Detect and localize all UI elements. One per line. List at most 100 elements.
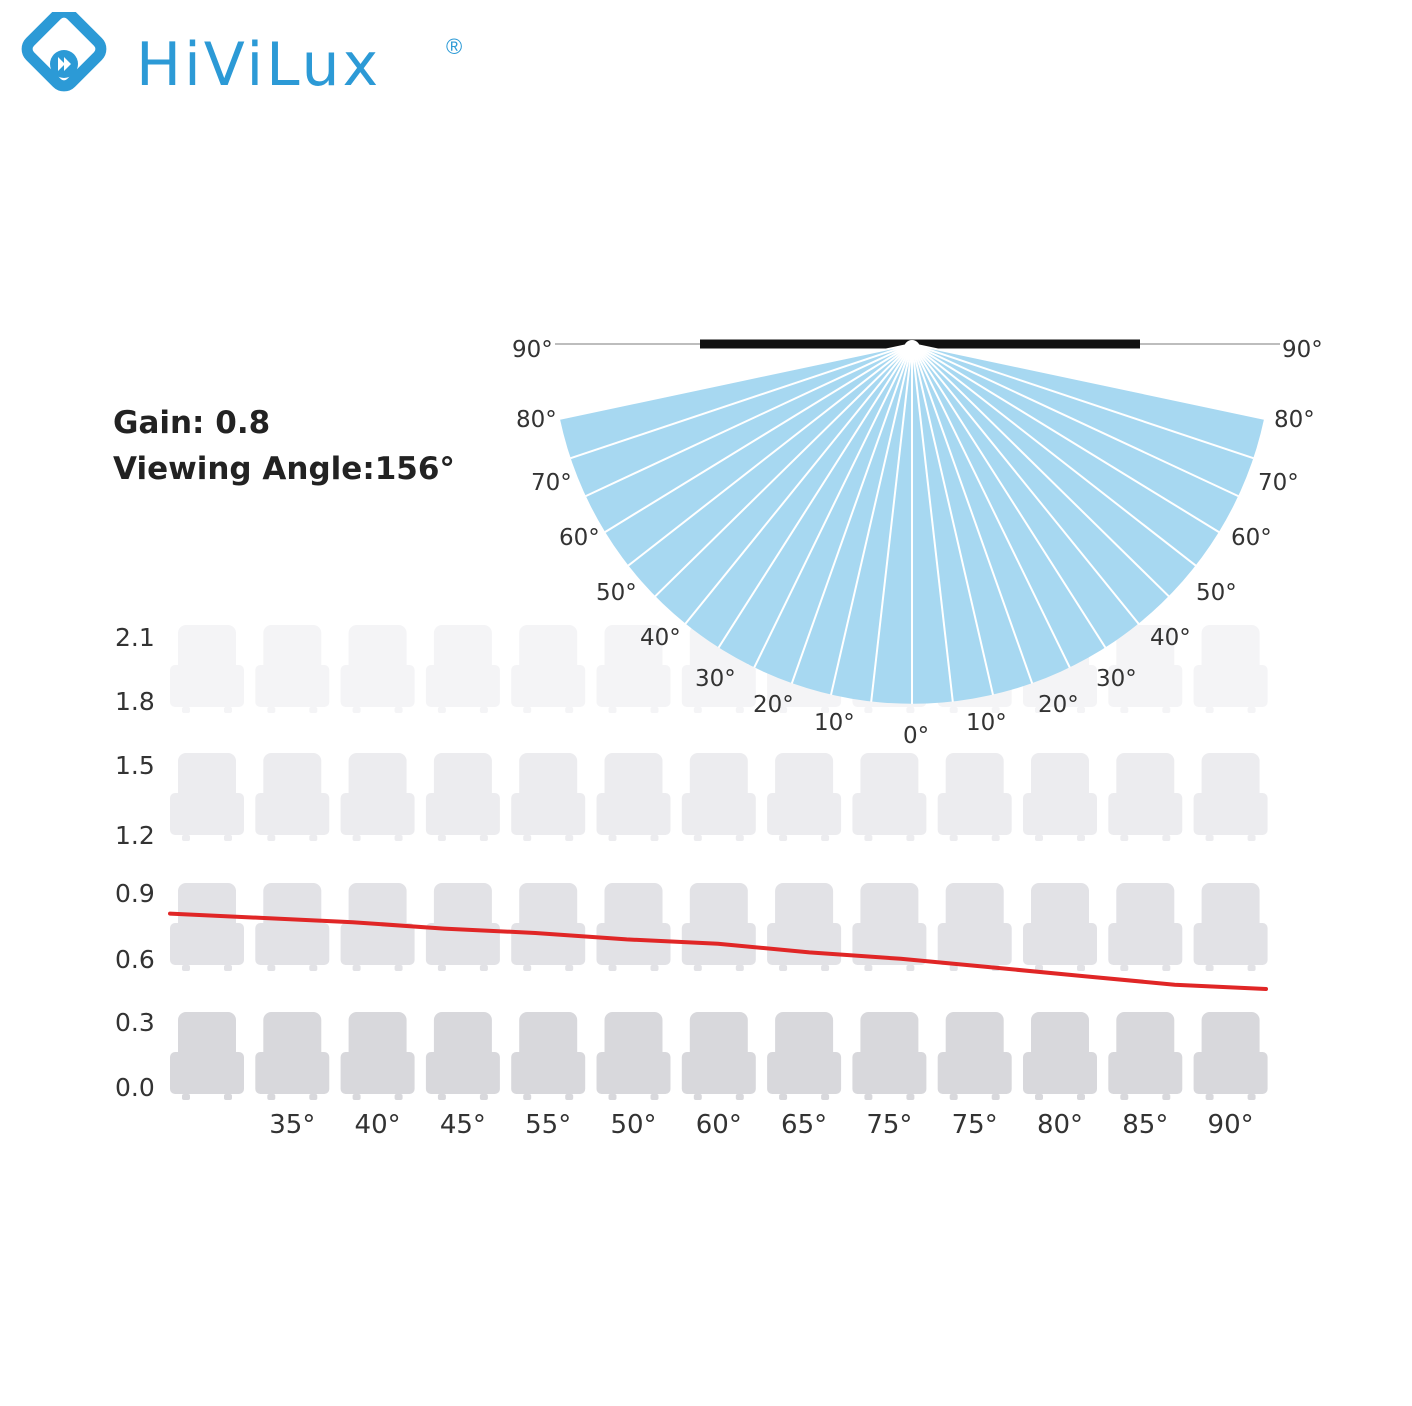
y-tick-label: 0.9 bbox=[115, 879, 155, 908]
seat-icon bbox=[767, 1012, 842, 1100]
fan-ray bbox=[654, 343, 913, 598]
fan-ray bbox=[830, 343, 913, 696]
seat-icon bbox=[340, 625, 415, 713]
seat-icon bbox=[255, 883, 330, 971]
x-tick-label: 45° bbox=[440, 1110, 486, 1140]
seat-icon bbox=[511, 625, 586, 713]
seat-icon bbox=[1108, 753, 1183, 841]
seat-icon bbox=[937, 1012, 1012, 1100]
seat-icon bbox=[170, 883, 244, 971]
seat-icon bbox=[681, 883, 756, 971]
fan-angle-label: 70° bbox=[1258, 470, 1299, 496]
y-tick-label: 1.8 bbox=[115, 687, 155, 716]
fan-angle-label: 40° bbox=[1150, 625, 1191, 651]
fan-ray bbox=[911, 343, 994, 696]
seat-icon bbox=[170, 1012, 244, 1100]
seat-icon bbox=[596, 1012, 671, 1100]
seat-icon bbox=[596, 883, 671, 971]
fan-ray bbox=[753, 343, 913, 669]
x-tick-label: 85° bbox=[1122, 1110, 1168, 1140]
y-tick-label: 1.5 bbox=[115, 751, 155, 780]
x-axis-ticks: 35° 40° 45° 55° 50° 60° 65° 75° 75° 80° 85° 90° bbox=[269, 1110, 1253, 1140]
fan-ray bbox=[911, 343, 1140, 625]
seat-icon bbox=[255, 1012, 330, 1100]
fan-angle-label: 10° bbox=[966, 710, 1007, 736]
seat-icon bbox=[596, 625, 671, 713]
viewing-angle-label: Viewing Angle:156° bbox=[113, 451, 455, 487]
fan-ray bbox=[911, 343, 1170, 598]
viewing-fan: 90°80°70°60°50°40°30°20°10°90°80°70°60°5… bbox=[512, 337, 1323, 749]
seat-icon bbox=[937, 883, 1012, 971]
fan-ray bbox=[870, 343, 913, 702]
fan-angle-label: 60° bbox=[559, 525, 600, 551]
fan-ray bbox=[585, 343, 913, 498]
fan-angle-label: 90° bbox=[1282, 337, 1323, 363]
seat-icon bbox=[1193, 883, 1268, 971]
seat-icon bbox=[681, 753, 756, 841]
seat-icon bbox=[852, 1012, 927, 1100]
seat-grid bbox=[170, 625, 1268, 1100]
spec-block: Gain: 0.8 Viewing Angle:156° bbox=[113, 400, 455, 492]
fan-ray bbox=[911, 343, 1197, 567]
fan-ray bbox=[911, 343, 1254, 460]
y-tick-label: 1.2 bbox=[115, 821, 155, 850]
y-axis-ticks: 2.1 1.8 1.5 1.2 0.9 0.6 0.3 0.0 bbox=[115, 623, 155, 1102]
x-tick-label: 80° bbox=[1037, 1110, 1083, 1140]
seat-icon bbox=[852, 753, 927, 841]
x-tick-label: 90° bbox=[1208, 1110, 1254, 1140]
fan-angle-label: 70° bbox=[531, 470, 572, 496]
seat-icon bbox=[511, 1012, 586, 1100]
seat-icon bbox=[1193, 625, 1268, 713]
y-tick-label: 0.0 bbox=[115, 1073, 155, 1102]
x-tick-label: 55° bbox=[525, 1110, 571, 1140]
fan-ray bbox=[604, 343, 913, 533]
brand-logo: HiViLux ® bbox=[18, 12, 478, 102]
fan-ray bbox=[911, 343, 954, 702]
fan-angle-label: 30° bbox=[1096, 666, 1137, 692]
x-tick-label: 50° bbox=[610, 1110, 656, 1140]
seat-icon bbox=[255, 753, 330, 841]
fan-ray bbox=[559, 343, 913, 420]
fan-ray bbox=[911, 343, 1107, 649]
fan-ray bbox=[911, 343, 1034, 684]
fan-angle-label: 80° bbox=[516, 407, 557, 433]
fan-angle-label: 50° bbox=[1196, 580, 1237, 606]
fan-ray bbox=[627, 343, 913, 567]
seat-icon bbox=[937, 753, 1012, 841]
gain-curve-line bbox=[168, 911, 1268, 991]
seat-icon bbox=[511, 883, 586, 971]
gain-label: Gain: 0.8 bbox=[113, 405, 271, 441]
seat-icon bbox=[1108, 625, 1183, 713]
fan-angle-label: 50° bbox=[596, 580, 637, 606]
seat-icon bbox=[425, 753, 500, 841]
seat-icon bbox=[1193, 753, 1268, 841]
x-tick-label: 75° bbox=[866, 1110, 912, 1140]
y-tick-label: 0.3 bbox=[115, 1008, 155, 1037]
fan-ray bbox=[570, 343, 913, 460]
seat-icon bbox=[425, 1012, 500, 1100]
fan-ray bbox=[911, 343, 1220, 533]
fan-ray bbox=[911, 343, 1239, 498]
seat-icon bbox=[1108, 1012, 1183, 1100]
seat-icon bbox=[681, 1012, 756, 1100]
seat-icon bbox=[340, 753, 415, 841]
seat-icon bbox=[425, 883, 500, 971]
seat-icon bbox=[767, 883, 842, 971]
fan-angle-label: 60° bbox=[1231, 525, 1272, 551]
brand-name: HiViLux bbox=[136, 30, 382, 100]
fan-ray bbox=[911, 343, 1265, 420]
seat-icon bbox=[596, 753, 671, 841]
x-tick-label: 60° bbox=[696, 1110, 742, 1140]
seat-icon bbox=[170, 625, 244, 713]
fan-angle-label: 80° bbox=[1274, 407, 1315, 433]
seat-icon bbox=[1193, 1012, 1268, 1100]
fan-ray bbox=[684, 343, 913, 625]
y-tick-label: 0.6 bbox=[115, 945, 155, 974]
seat-icon bbox=[767, 753, 842, 841]
seat-icon bbox=[511, 753, 586, 841]
fan-center-label: 0° bbox=[903, 723, 929, 749]
seat-icon bbox=[425, 625, 500, 713]
seat-icon bbox=[1108, 883, 1183, 971]
